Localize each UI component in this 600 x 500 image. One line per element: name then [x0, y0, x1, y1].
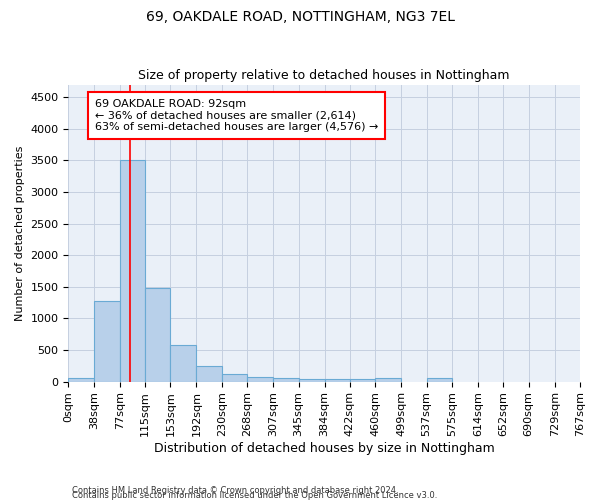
- Text: 69 OAKDALE ROAD: 92sqm
← 36% of detached houses are smaller (2,614)
63% of semi-: 69 OAKDALE ROAD: 92sqm ← 36% of detached…: [95, 99, 379, 132]
- Text: Contains HM Land Registry data © Crown copyright and database right 2024.: Contains HM Land Registry data © Crown c…: [72, 486, 398, 495]
- Text: 69, OAKDALE ROAD, NOTTINGHAM, NG3 7EL: 69, OAKDALE ROAD, NOTTINGHAM, NG3 7EL: [146, 10, 455, 24]
- Bar: [273, 378, 299, 382]
- Bar: [196, 366, 222, 382]
- Text: Contains public sector information licensed under the Open Government Licence v3: Contains public sector information licen…: [72, 491, 437, 500]
- Y-axis label: Number of detached properties: Number of detached properties: [15, 146, 25, 321]
- X-axis label: Distribution of detached houses by size in Nottingham: Distribution of detached houses by size …: [154, 442, 494, 455]
- Bar: [120, 160, 145, 382]
- Bar: [94, 300, 120, 382]
- Bar: [325, 379, 350, 382]
- Bar: [375, 378, 401, 382]
- Title: Size of property relative to detached houses in Nottingham: Size of property relative to detached ho…: [139, 69, 510, 82]
- Bar: [299, 379, 325, 382]
- Bar: [145, 288, 170, 382]
- Bar: [170, 346, 196, 382]
- Bar: [350, 379, 375, 382]
- Bar: [222, 374, 247, 382]
- Bar: [427, 378, 452, 382]
- Bar: [247, 376, 273, 382]
- Bar: [68, 378, 94, 382]
